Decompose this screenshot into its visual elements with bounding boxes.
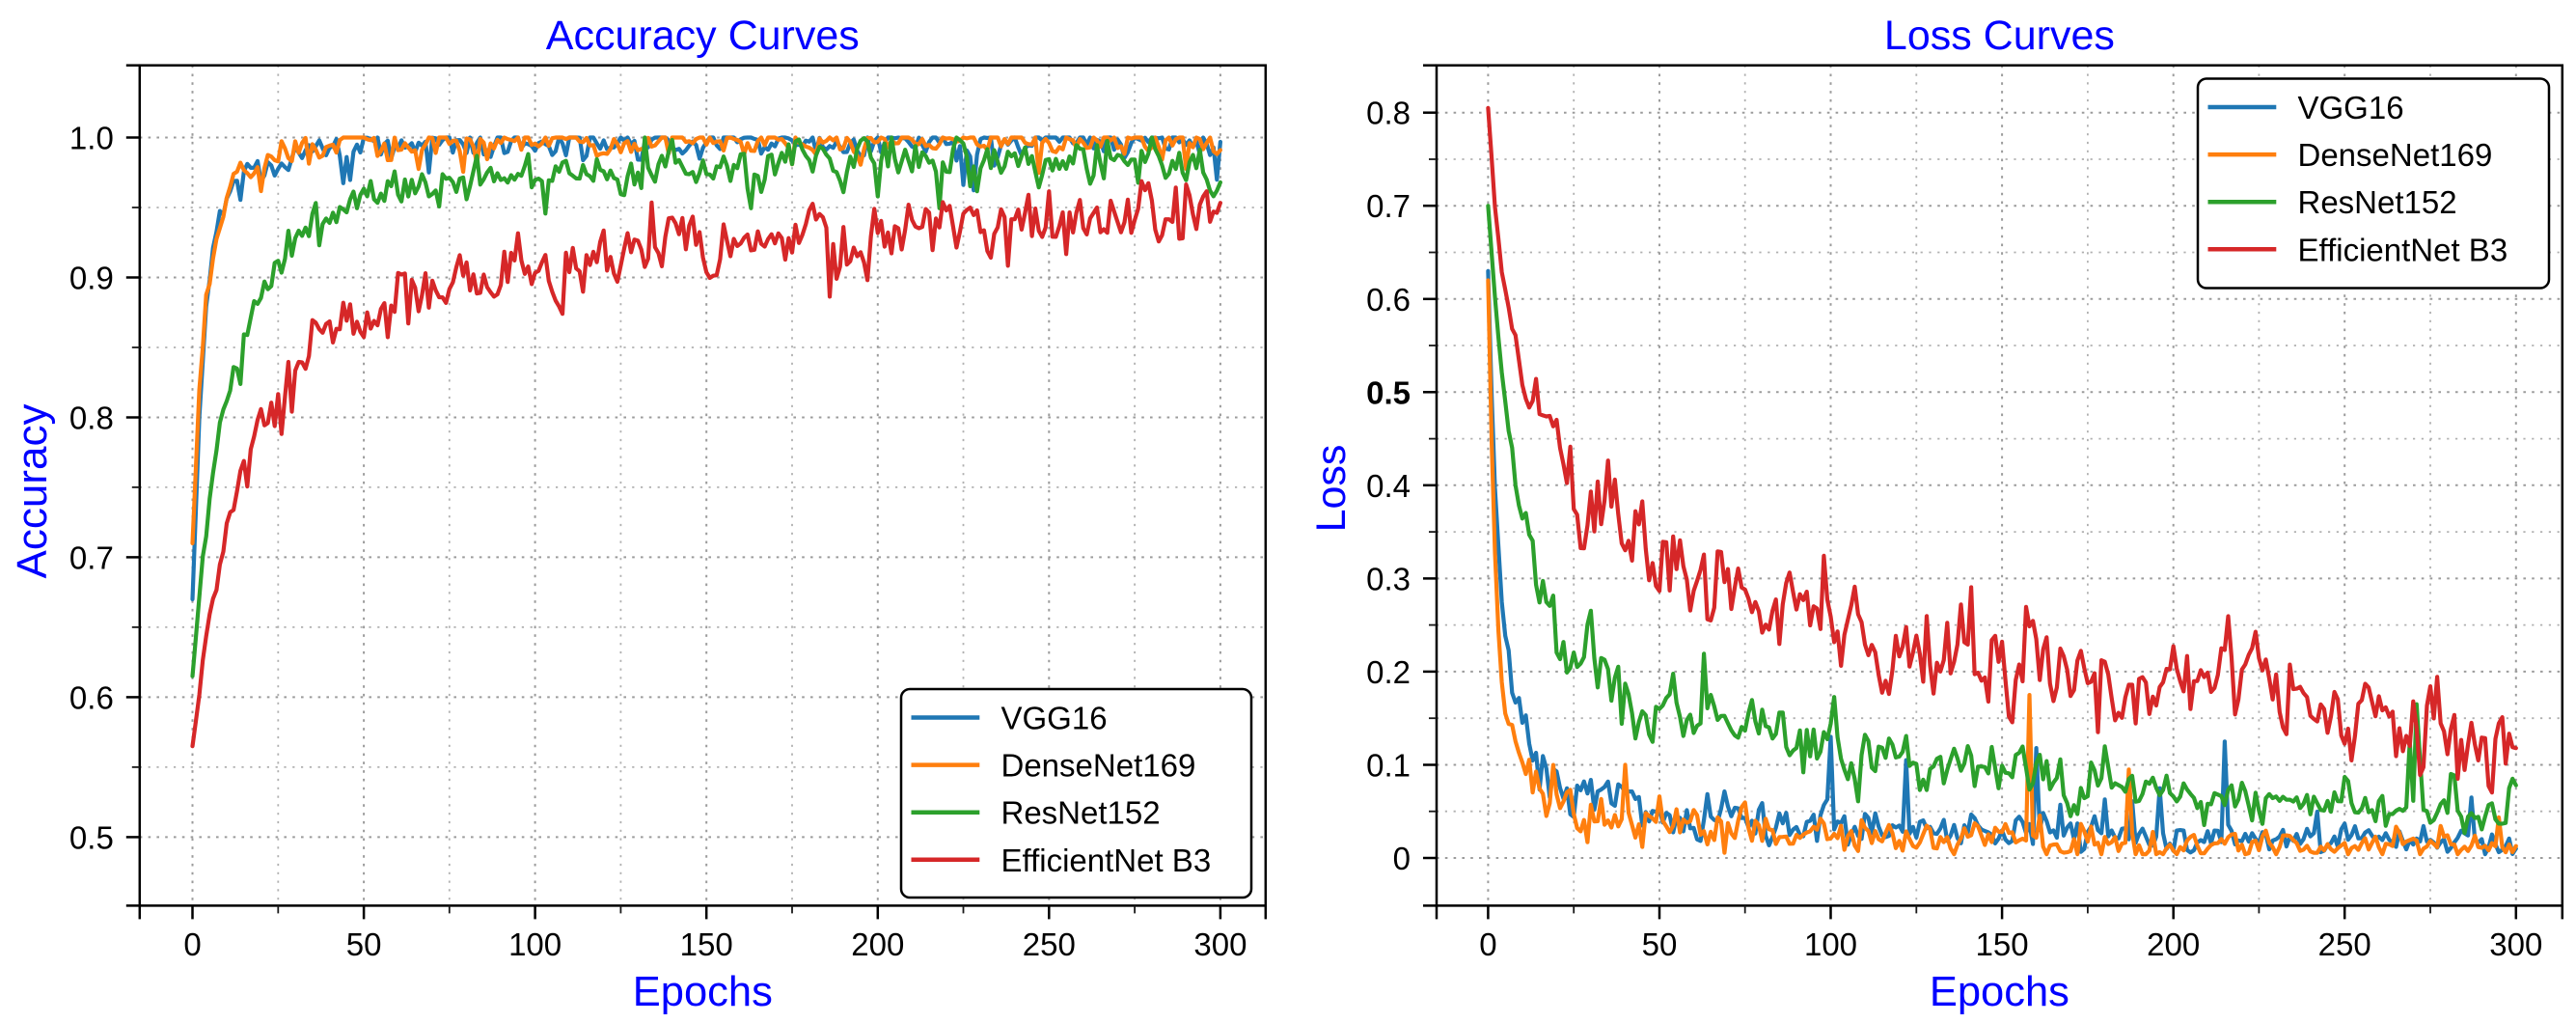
- svg-text:0.7: 0.7: [69, 539, 114, 575]
- svg-text:0.5: 0.5: [1366, 374, 1411, 410]
- svg-text:0.6: 0.6: [69, 679, 114, 715]
- svg-text:Loss: Loss: [1308, 445, 1355, 533]
- svg-text:EfficientNet B3: EfficientNet B3: [2298, 232, 2508, 267]
- svg-text:VGG16: VGG16: [2298, 90, 2404, 125]
- svg-text:DenseNet169: DenseNet169: [2298, 137, 2493, 173]
- svg-text:50: 50: [346, 926, 382, 962]
- svg-text:ResNet152: ResNet152: [1001, 795, 1161, 831]
- svg-text:0: 0: [1479, 926, 1496, 962]
- svg-text:0.4: 0.4: [1366, 468, 1411, 504]
- svg-text:0.6: 0.6: [1366, 282, 1411, 318]
- svg-text:VGG16: VGG16: [1001, 701, 1108, 736]
- svg-text:0: 0: [183, 926, 201, 962]
- svg-text:150: 150: [1976, 926, 2029, 962]
- svg-text:0: 0: [1393, 841, 1411, 876]
- svg-text:ResNet152: ResNet152: [2298, 184, 2457, 220]
- svg-text:0.8: 0.8: [1366, 96, 1411, 131]
- svg-text:100: 100: [508, 926, 562, 962]
- svg-text:0.9: 0.9: [69, 261, 114, 296]
- svg-text:250: 250: [2318, 926, 2371, 962]
- svg-text:EfficientNet B3: EfficientNet B3: [1001, 843, 1212, 878]
- svg-text:0.2: 0.2: [1366, 654, 1411, 690]
- svg-text:50: 50: [1642, 926, 1678, 962]
- svg-text:100: 100: [1804, 926, 1857, 962]
- svg-text:DenseNet169: DenseNet169: [1001, 748, 1196, 784]
- svg-text:Epochs: Epochs: [633, 969, 773, 1015]
- svg-text:250: 250: [1023, 926, 1076, 962]
- svg-text:150: 150: [680, 926, 733, 962]
- svg-text:0.7: 0.7: [1366, 188, 1411, 224]
- svg-text:200: 200: [2147, 926, 2200, 962]
- svg-text:Accuracy Curves: Accuracy Curves: [546, 13, 860, 59]
- svg-text:1.0: 1.0: [69, 121, 114, 156]
- svg-text:Loss Curves: Loss Curves: [1884, 13, 2115, 59]
- svg-text:200: 200: [851, 926, 904, 962]
- svg-text:0.1: 0.1: [1366, 748, 1411, 784]
- svg-text:0.3: 0.3: [1366, 561, 1411, 596]
- svg-text:Epochs: Epochs: [1930, 969, 2069, 1015]
- svg-text:300: 300: [1193, 926, 1247, 962]
- svg-text:0.8: 0.8: [69, 401, 114, 436]
- svg-text:300: 300: [2489, 926, 2542, 962]
- svg-text:0.5: 0.5: [69, 819, 114, 855]
- svg-text:Accuracy: Accuracy: [9, 404, 56, 579]
